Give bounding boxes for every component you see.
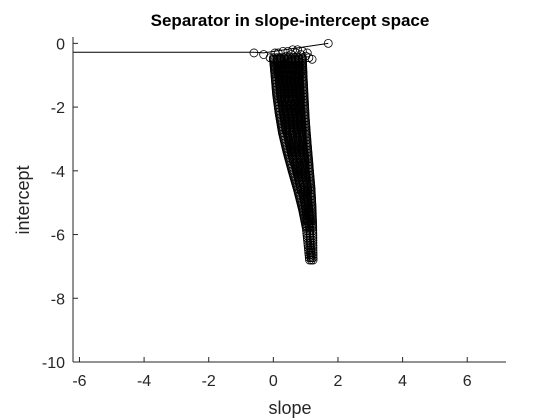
data-point — [323, 38, 333, 48]
data-point — [249, 48, 259, 58]
x-tick-label: 6 — [463, 373, 472, 390]
data-point — [291, 48, 301, 58]
y-tick-label: 0 — [56, 36, 65, 53]
data-point — [303, 236, 312, 245]
x-axis-label: slope — [268, 398, 311, 418]
separator-line — [73, 42, 329, 54]
data-point — [306, 250, 316, 260]
y-tick-label: -2 — [51, 100, 65, 117]
ticks: -6 -4 -2 0 2 4 6 0 -2 -4 -6 -8 -10 — [42, 36, 472, 390]
data-point — [303, 240, 313, 250]
x-tick-label: -6 — [72, 373, 86, 390]
data-point — [302, 231, 312, 240]
data-point — [302, 226, 311, 236]
data-point — [303, 238, 313, 248]
data-point — [308, 255, 318, 265]
data-point — [301, 223, 311, 233]
data-point — [302, 233, 312, 243]
chart-title: Separator in slope-intercept space — [151, 11, 430, 30]
data-point — [303, 217, 312, 227]
data-point — [302, 228, 312, 238]
x-tick-label: -4 — [137, 373, 151, 390]
data-point — [288, 45, 298, 55]
plot-area: -6 -4 -2 0 2 4 6 0 -2 -4 -6 -8 -10 — [42, 36, 506, 390]
x-tick-label: 4 — [398, 373, 407, 390]
y-axis-label: intercept — [13, 165, 33, 234]
y-tick-label: -6 — [51, 228, 65, 245]
x-tick-label: 2 — [334, 373, 343, 390]
data-layer — [73, 38, 333, 265]
data-point — [307, 54, 317, 64]
data-point — [280, 66, 290, 76]
data-point — [281, 51, 291, 61]
y-tick-label: -10 — [42, 355, 65, 372]
y-tick-label: -8 — [51, 291, 65, 308]
x-tick-label: 0 — [269, 373, 278, 390]
data-point — [306, 253, 316, 262]
x-tick-label: -2 — [202, 373, 216, 390]
y-tick-label: -4 — [51, 164, 65, 181]
